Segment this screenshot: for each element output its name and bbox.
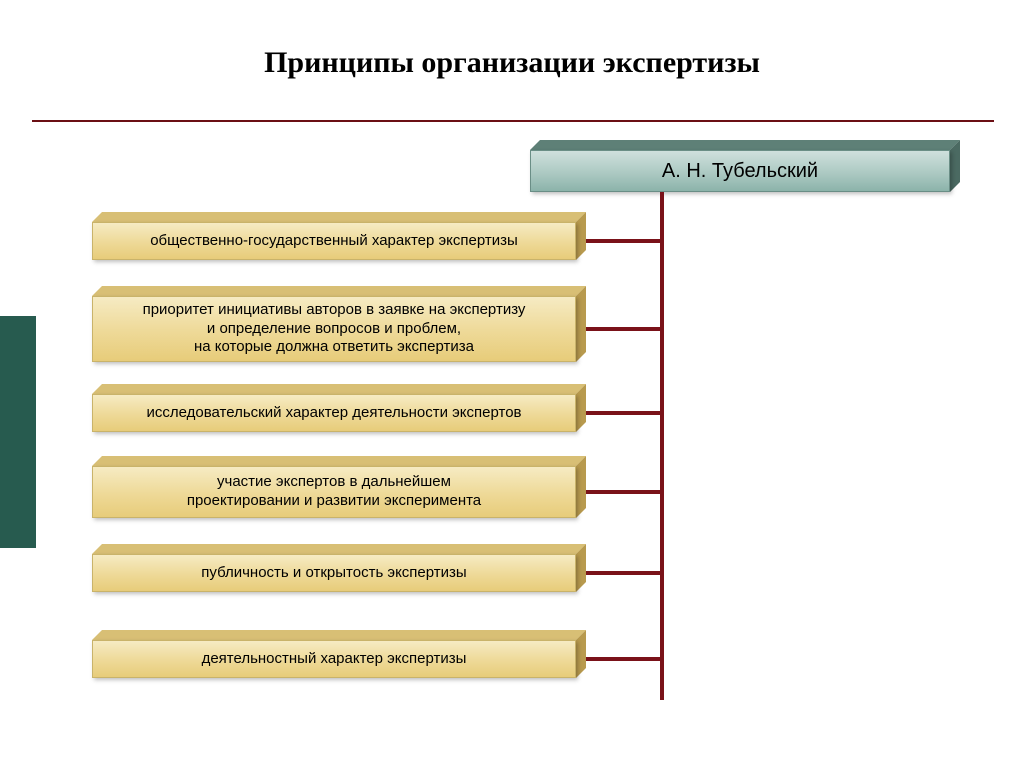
item-label-2: исследовательский характер деятельности …: [146, 404, 521, 423]
connector-trunk: [660, 192, 664, 700]
item-node-0: общественно-государственный характер экс…: [92, 222, 576, 260]
connector-branch-4: [586, 571, 664, 575]
item-label-1: приоритет инициативы авторов в заявке на…: [143, 301, 526, 357]
header-label: А. Н. Тубельский: [662, 160, 818, 183]
item-3d-top-3: [92, 456, 586, 466]
title-divider: [32, 120, 994, 122]
item-3d-top-2: [92, 384, 586, 394]
item-node-5: деятельностный характер экспертизы: [92, 640, 576, 678]
slide-canvas: { "type": "tree", "title": { "text": "Пр…: [0, 0, 1024, 767]
item-label-3: участие экспертов в дальнейшемпроектиров…: [187, 473, 481, 511]
item-node-2: исследовательский характер деятельности …: [92, 394, 576, 432]
item-label-4: публичность и открытость экспертизы: [201, 564, 466, 583]
item-3d-side-3: [576, 456, 586, 518]
left-accent-bar: [0, 316, 36, 548]
item-3d-side-1: [576, 286, 586, 362]
connector-branch-0: [586, 239, 664, 243]
item-label-0: общественно-государственный характер экс…: [150, 232, 518, 251]
slide-title: Принципы организации экспертизы: [0, 46, 1024, 80]
item-3d-top-5: [92, 630, 586, 640]
item-label-5: деятельностный характер экспертизы: [202, 650, 467, 669]
connector-branch-1: [586, 327, 664, 331]
header-3d-top: [530, 140, 960, 150]
connector-branch-5: [586, 657, 664, 661]
connector-branch-2: [586, 411, 664, 415]
item-node-3: участие экспертов в дальнейшемпроектиров…: [92, 466, 576, 518]
item-node-1: приоритет инициативы авторов в заявке на…: [92, 296, 576, 362]
connector-branch-3: [586, 490, 664, 494]
item-3d-top-1: [92, 286, 586, 296]
item-node-4: публичность и открытость экспертизы: [92, 554, 576, 592]
header-node: А. Н. Тубельский: [530, 150, 950, 192]
item-3d-top-4: [92, 544, 586, 554]
item-3d-top-0: [92, 212, 586, 222]
